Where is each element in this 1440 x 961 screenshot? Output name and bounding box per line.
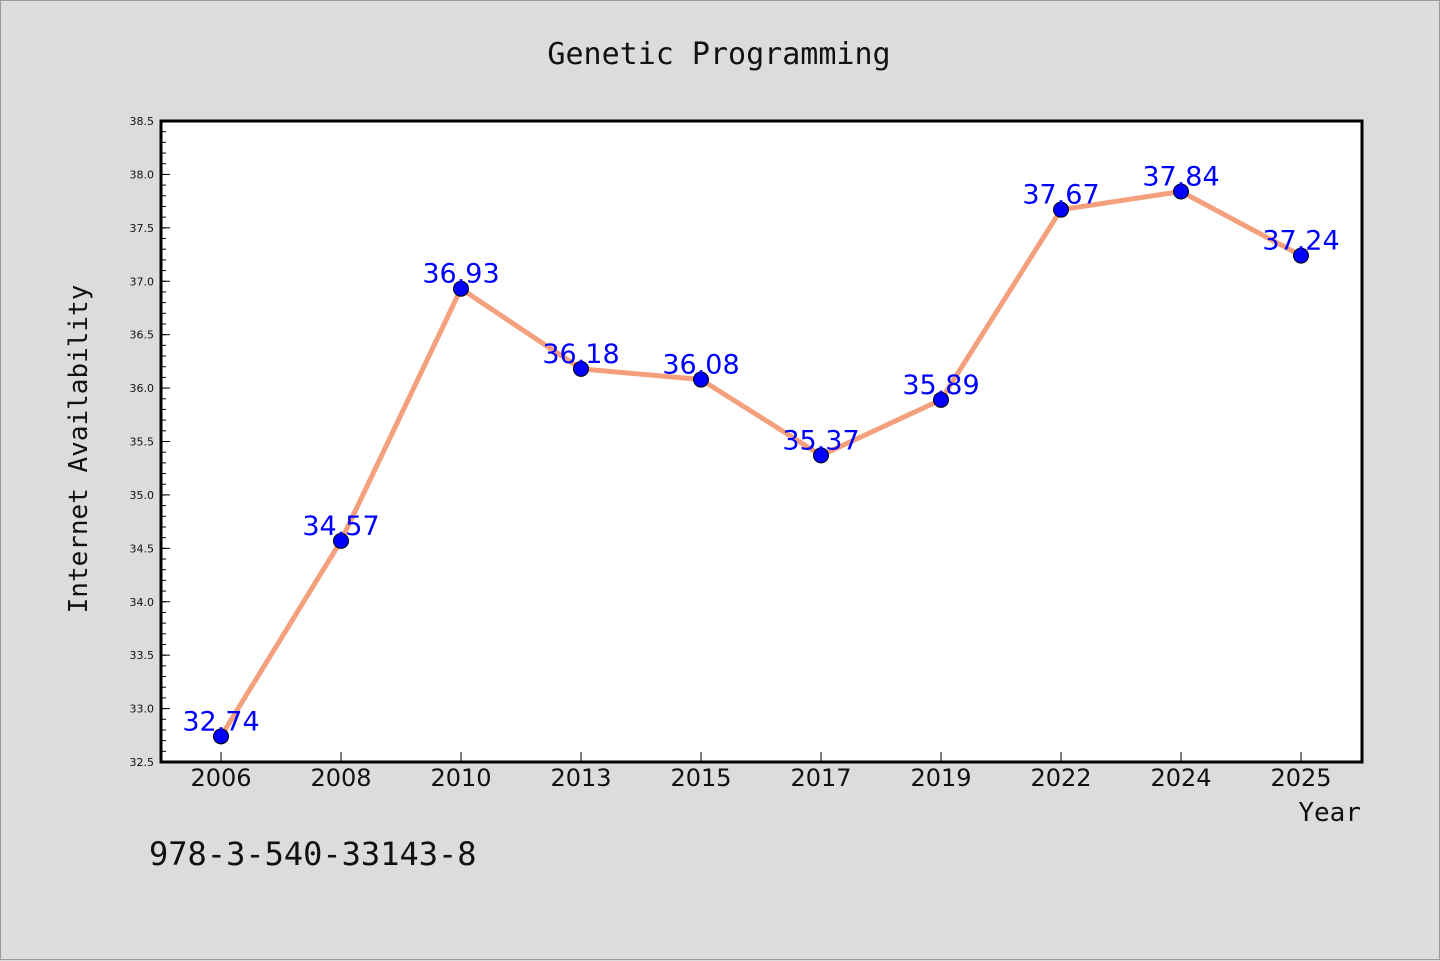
footer-identifier: 978-3-540-33143-8: [149, 835, 477, 873]
data-point-marker: [1053, 201, 1069, 218]
y-tick-label: 33.5: [130, 649, 155, 662]
data-label-group: 32.74 34.57 36.93 36.18 36.08 35.37 35.89 37.67…: [182, 162, 1339, 738]
x-tick-label: 2015: [670, 764, 731, 792]
data-label: 37.24: [1262, 226, 1339, 257]
x-tick-label: 2006: [190, 764, 251, 792]
data-label: 35.89: [902, 370, 979, 401]
x-tick-label: 2017: [790, 764, 851, 792]
data-label: 36.93: [422, 259, 499, 290]
data-label: 37.67: [1022, 180, 1099, 211]
data-label: 37.84: [1142, 162, 1219, 193]
data-label: 36.18: [542, 339, 619, 370]
data-label: 35.37: [782, 425, 859, 456]
data-label: 36.08: [662, 350, 739, 381]
y-tick-label: 35.5: [130, 436, 155, 449]
y-tick-label: 37.5: [130, 222, 155, 235]
x-axis-title: Year: [1298, 798, 1361, 828]
series-line-group: [218, 189, 1304, 739]
data-point-marker: [213, 728, 229, 745]
x-tick-label: 2008: [310, 764, 371, 792]
y-tick-label: 37.0: [130, 275, 155, 288]
x-tick-label: 2025: [1270, 764, 1331, 792]
y-tick-label: 35.0: [130, 489, 155, 502]
data-point-marker: [1293, 247, 1309, 264]
data-label: 32.74: [182, 706, 259, 737]
x-axis: 2006 2008 2010 2013 2015 2017 2019 2022 2024 2025: [190, 752, 1332, 792]
series-line: [218, 189, 1304, 739]
x-tick-label: 2019: [910, 764, 971, 792]
data-point-marker: [453, 280, 469, 297]
x-tick-label: 2013: [550, 764, 611, 792]
y-tick-label: 33.0: [130, 703, 155, 716]
y-tick-label: 32.5: [130, 756, 155, 769]
x-tick-label: 2022: [1030, 764, 1091, 792]
y-axis: 32.5 33.0 33.5 34.0 34.5 35.0 35.5 36.0 36.5 37.0…: [130, 115, 170, 769]
y-tick-label: 38.0: [130, 168, 155, 181]
y-tick-label: 34.5: [130, 542, 155, 555]
data-point-marker: [933, 391, 949, 408]
y-tick-label: 38.5: [130, 115, 155, 128]
data-point-marker: [813, 447, 829, 464]
chart-title: Genetic Programming: [547, 37, 890, 72]
y-tick-label: 34.0: [130, 596, 155, 609]
data-point-marker: [573, 360, 589, 377]
plot-area: [159, 119, 1364, 764]
data-point-marker: [333, 532, 349, 549]
data-label: 34.57: [302, 511, 379, 542]
y-tick-label: 36.5: [130, 329, 155, 342]
data-point-marker: [693, 371, 709, 388]
y-tick-label: 36.0: [130, 382, 155, 395]
data-point-marker: [1173, 183, 1189, 200]
marker-group: [213, 183, 1309, 745]
x-tick-label: 2010: [430, 764, 491, 792]
y-axis-title: Internet Availability: [64, 285, 94, 614]
x-tick-label: 2024: [1150, 764, 1211, 792]
